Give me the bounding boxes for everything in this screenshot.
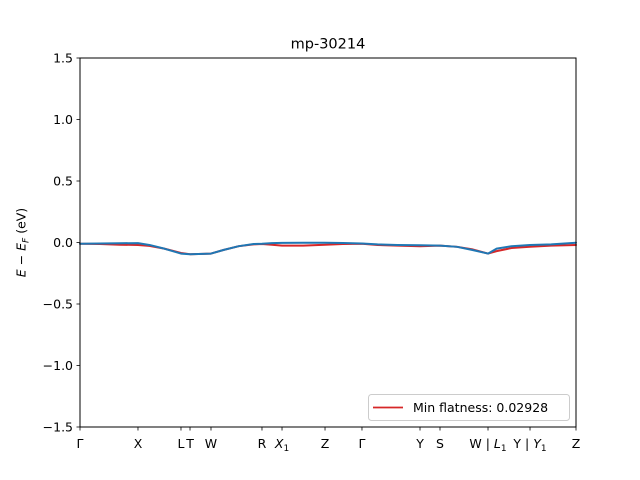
x-tick-label: Γ [77, 436, 84, 451]
chart-title: mp-30214 [291, 37, 366, 53]
y-tick-label: 1.5 [53, 51, 73, 66]
y-tick-label: 0.5 [53, 174, 73, 189]
x-axis: Γ X L T W R X1 Z Γ Y S W | L1 Y | Y1 Z [77, 427, 581, 454]
y-tick-label: −1.5 [43, 420, 73, 435]
x-tick-label: L [178, 436, 185, 451]
y-tick-label: −1.0 [43, 358, 73, 373]
y-tick-label: 1.0 [53, 112, 73, 127]
x-tick-label: Y [415, 436, 424, 451]
legend: Min flatness: 0.02928 [368, 394, 570, 421]
x-tick-label: W [205, 436, 217, 451]
x-tick-label: T [185, 436, 194, 451]
x-tick-label: R [258, 436, 267, 451]
legend-box [368, 394, 570, 421]
x-tick-label: X [134, 436, 143, 451]
plot-lines [79, 241, 577, 256]
x-tick-label: Γ [358, 436, 365, 451]
y-axis: 1.5 1.0 0.5 0.0 −0.5 −1.0 −1.5 [43, 51, 80, 435]
band-line-2 [79, 241, 577, 256]
x-tick-label: Z [321, 436, 330, 451]
y-axis-label: E − EF (eV) [14, 208, 32, 277]
y-tick-label: 0.0 [53, 235, 73, 250]
x-tick-label: W | L1 [469, 436, 506, 454]
x-tick-label: S [436, 436, 444, 451]
x-tick-label: X1 [274, 436, 289, 454]
legend-label: Min flatness: 0.02928 [413, 400, 548, 415]
y-tick-label: −0.5 [43, 297, 73, 312]
x-tick-label: Z [572, 436, 581, 451]
x-tick-label: Y | Y1 [512, 436, 546, 454]
